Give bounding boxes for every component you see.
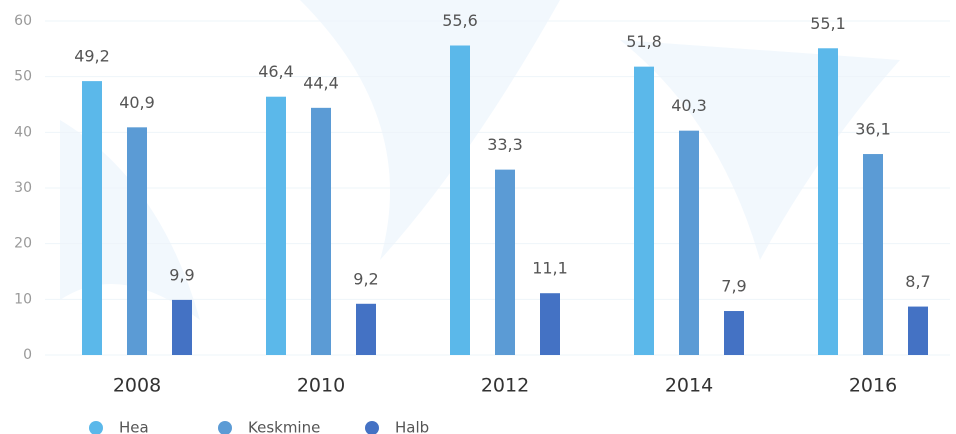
y-tick-label: 60	[14, 13, 32, 29]
y-tick-label: 20	[14, 236, 32, 252]
value-label: 46,4	[258, 62, 294, 81]
bar	[679, 130, 699, 355]
bar	[356, 303, 376, 355]
value-label: 55,6	[442, 11, 478, 30]
y-tick-label: 50	[14, 69, 32, 85]
x-tick-label: 2010	[297, 375, 345, 397]
value-label: 9,2	[353, 269, 378, 288]
value-label: 40,3	[671, 96, 707, 115]
y-tick-label: 0	[23, 347, 32, 363]
value-label: 51,8	[626, 32, 662, 51]
legend-marker	[89, 421, 103, 434]
y-tick-label: 10	[14, 291, 32, 307]
y-tick-label: 30	[14, 180, 32, 196]
legend-marker	[218, 421, 232, 434]
x-tick-label: 2016	[849, 375, 897, 397]
x-tick-label: 2012	[481, 375, 529, 397]
legend-marker	[365, 421, 379, 434]
value-label: 49,2	[74, 47, 110, 66]
x-tick-label: 2008	[113, 375, 161, 397]
y-tick-label: 40	[14, 124, 32, 140]
value-label: 36,1	[855, 120, 891, 139]
bar	[495, 169, 515, 355]
bar	[266, 96, 286, 355]
bar	[724, 311, 744, 355]
value-label: 55,1	[810, 14, 846, 33]
bar	[127, 127, 147, 355]
value-label: 9,9	[169, 265, 194, 284]
bar	[311, 107, 331, 355]
legend-label: Halb	[395, 419, 429, 434]
bar	[172, 299, 192, 355]
bar	[818, 48, 838, 355]
value-label: 8,7	[905, 272, 930, 291]
value-label: 11,1	[532, 259, 568, 278]
bar	[82, 81, 102, 356]
bar	[540, 293, 560, 355]
bar	[634, 66, 654, 355]
x-tick-label: 2014	[665, 375, 713, 397]
bar	[450, 45, 470, 355]
value-label: 40,9	[119, 93, 155, 112]
value-label: 7,9	[721, 277, 746, 296]
legend-label: Hea	[119, 419, 149, 434]
value-label: 44,4	[303, 73, 339, 92]
legend-label: Keskmine	[248, 419, 320, 434]
bar	[863, 154, 883, 355]
value-label: 33,3	[487, 135, 523, 154]
bar	[908, 306, 928, 355]
